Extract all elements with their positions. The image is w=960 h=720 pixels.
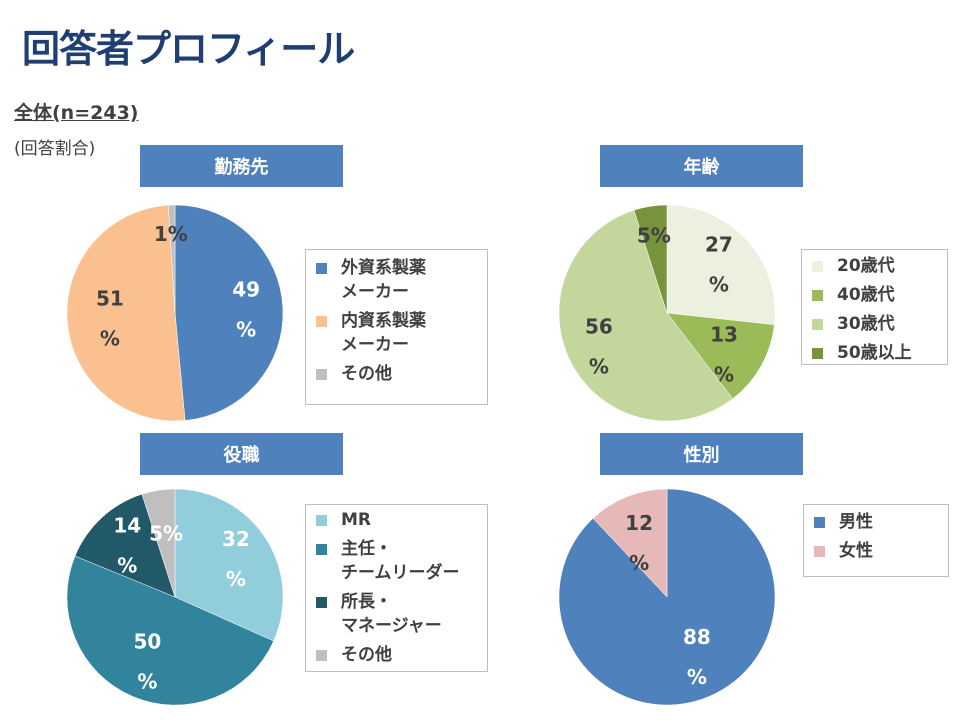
pie-data-label-その他: 1% (154, 222, 188, 246)
legend-item-内資系製薬-メーカー: 内資系製薬 メーカー (316, 309, 477, 357)
pie-chart-position: 32 % 50 % 14 % 5% (66, 488, 284, 706)
legend-item-その他: その他 (316, 362, 477, 386)
ratio-note: (回答割合) (14, 139, 96, 159)
legend-item-20歳代: 20歳代 (812, 254, 937, 278)
legend-swatch (812, 319, 823, 330)
pie-data-label-外資系製薬-メーカー: 49% (232, 278, 260, 342)
legend-label: 30歳代 (837, 314, 895, 334)
legend-swatch (814, 517, 825, 528)
legend-label: 女性 (839, 541, 873, 561)
pie-data-label-40歳代: 13% (710, 323, 738, 387)
pie-slice-30歳代 (558, 209, 733, 422)
legend-item-女性: 女性 (814, 539, 938, 563)
pie-data-label-女性: 12% (625, 511, 653, 575)
legend-label: 主任・ チームリーダー (341, 539, 460, 583)
legend-label: 40歳代 (837, 285, 895, 305)
pie-data-label-主任-チームリーダー: 50% (133, 630, 161, 694)
pie-data-label-内資系製薬-メーカー: 51% (96, 287, 124, 351)
legend-item-30歳代: 30歳代 (812, 312, 937, 336)
pie-data-label-30歳代: 56% (585, 315, 613, 379)
pie-slice-女性 (592, 488, 668, 598)
legend-swatch (316, 369, 327, 380)
legend-label: MR (341, 510, 372, 530)
pie-data-label-50歳以上: 5% (637, 224, 671, 248)
legend-swatch (812, 290, 823, 301)
chart-header-age: 年齢 (600, 145, 803, 187)
legend-item-MR: MR (316, 508, 477, 532)
legend-item-外資系製薬-メーカー: 外資系製薬 メーカー (316, 256, 477, 304)
pie-slice-その他 (168, 204, 176, 314)
pie-data-label-MR: 32% (222, 527, 250, 591)
legend-label: 20歳代 (837, 256, 895, 276)
legend-label: その他 (341, 645, 392, 665)
pie-slice-MR (174, 488, 284, 642)
pie-data-label-男性: 88% (683, 625, 711, 689)
pie-data-label-所長-マネージャー: 14% (113, 514, 141, 578)
chart-header-workplace: 勤務先 (140, 145, 343, 187)
legend-item-男性: 男性 (814, 510, 938, 534)
legend-item-40歳代: 40歳代 (812, 283, 937, 307)
page-title: 回答者プロフィール (22, 27, 355, 71)
legend-swatch (316, 650, 327, 661)
chart-header-gender: 性別 (600, 433, 803, 475)
legend-swatch (316, 263, 327, 274)
pie-data-label-20歳代: 27% (705, 233, 733, 297)
legend-label: その他 (341, 364, 392, 384)
pie-slice-50歳以上 (633, 204, 668, 314)
legend-label: 50歳以上 (837, 343, 912, 363)
legend-item-50歳以上: 50歳以上 (812, 341, 937, 365)
pie-slice-内資系製薬-メーカー (66, 204, 186, 422)
legend-age: 20歳代 40歳代 30歳代 50歳以上 (801, 249, 948, 365)
pie-chart-gender: 88 % 12% (558, 488, 776, 706)
legend-label: 所長・ マネージャー (341, 592, 442, 636)
legend-label: 外資系製薬 メーカー (341, 258, 426, 302)
legend-swatch (814, 546, 825, 557)
legend-swatch (812, 348, 823, 359)
legend-swatch (812, 261, 823, 272)
pie-slice-20歳代 (666, 204, 776, 326)
legend-label: 男性 (839, 512, 873, 532)
legend-item-所長-マネージャー: 所長・ マネージャー (316, 590, 477, 638)
pie-data-label-その他: 5% (149, 522, 183, 546)
pie-slice-外資系製薬-メーカー (174, 204, 284, 421)
pie-slice-40歳代 (666, 312, 775, 400)
legend-swatch (316, 544, 327, 555)
sample-size-subtitle: 全体(n=243) (14, 102, 139, 124)
legend-workplace: 外資系製薬 メーカー 内資系製薬 メーカーその他 (305, 249, 488, 405)
pie-slice-その他 (141, 488, 176, 598)
legend-label: 内資系製薬 メーカー (341, 311, 426, 355)
pie-chart-age: 27 % 13 % 56 % 5% (558, 204, 776, 422)
pie-chart-workplace: 49 % 51 % 1% (66, 204, 284, 422)
legend-item-その他: その他 (316, 643, 477, 667)
legend-gender: 男性 女性 (803, 504, 949, 577)
legend-swatch (316, 597, 327, 608)
pie-slice-主任-チームリーダー (66, 555, 274, 706)
legend-swatch (316, 316, 327, 327)
legend-swatch (316, 515, 327, 526)
legend-item-主任-チームリーダー: 主任・ チームリーダー (316, 537, 477, 585)
legend-position: MR 主任・ チームリーダー 所長・ マネージャーその他 (305, 504, 488, 672)
chart-header-position: 役職 (140, 433, 343, 475)
